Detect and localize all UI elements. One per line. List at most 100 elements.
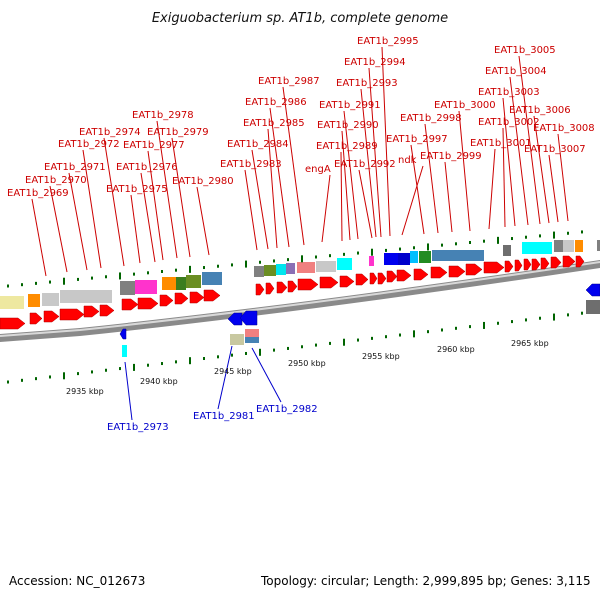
scale-tick	[469, 240, 471, 244]
scale-label: 2960 kbp	[437, 345, 475, 354]
forward-gene-label: engA	[305, 164, 331, 175]
functional-category-box	[554, 240, 563, 252]
scale-tick	[259, 348, 261, 356]
scale-tick	[441, 328, 443, 332]
scale-tick	[385, 248, 387, 252]
leader-line	[343, 110, 359, 240]
scale-tick	[119, 272, 121, 280]
scale-tick	[105, 275, 107, 279]
reverse-gene-arrow	[227, 312, 243, 326]
scale-tick	[189, 357, 191, 365]
functional-category-box	[297, 262, 315, 273]
scale-tick	[77, 372, 79, 376]
forward-gene-arrow	[540, 257, 550, 270]
leader-line	[103, 137, 125, 267]
scale-tick	[105, 368, 107, 372]
forward-gene-arrow	[59, 308, 85, 321]
forward-gene-label: EAT1b_2986	[245, 97, 307, 108]
scale-tick	[511, 320, 513, 324]
scale-tick	[161, 362, 163, 366]
leader-line	[368, 67, 382, 238]
forward-gene-arrow	[255, 283, 265, 296]
scale-tick	[259, 260, 261, 264]
scale-tick	[287, 258, 289, 262]
scale-tick	[147, 271, 149, 275]
scale-tick	[203, 266, 205, 270]
forward-gene-label: EAT1b_2999	[420, 151, 482, 162]
leader-line	[68, 172, 88, 271]
forward-gene-arrow	[43, 310, 60, 323]
forward-gene-label: EAT1b_2985	[243, 118, 305, 129]
forward-gene-arrow	[377, 272, 387, 285]
forward-gene-label: EAT1b_2997	[386, 134, 448, 145]
scale-tick	[7, 380, 9, 384]
reverse-gene-arrow	[585, 283, 600, 297]
leader-line	[130, 194, 141, 264]
reverse-functional-track	[122, 300, 600, 357]
forward-gene-label: EAT1b_2974	[79, 127, 141, 138]
scale-tick	[539, 316, 541, 320]
leader-line	[533, 115, 550, 224]
forward-gene-arrow	[121, 298, 139, 311]
leader-line	[269, 107, 290, 248]
functional-category-box	[337, 258, 352, 270]
forward-gene-label: ndk	[398, 155, 417, 166]
leader-line	[381, 46, 391, 237]
functional-category-box	[245, 329, 259, 337]
forward-gene-arrow	[189, 291, 205, 304]
scale-tick	[539, 234, 541, 238]
scale-tick	[7, 284, 9, 288]
functional-category-box	[586, 300, 600, 314]
forward-gene-label: EAT1b_3005	[494, 45, 556, 56]
forward-gene-label: EAT1b_2990	[317, 120, 379, 131]
forward-gene-arrow	[396, 269, 412, 282]
tick-dots	[7, 230, 583, 384]
leader-line	[401, 165, 424, 236]
forward-gene-arrow	[562, 255, 576, 268]
scale-tick	[581, 311, 583, 315]
leader-line	[49, 185, 68, 273]
forward-gene-label: EAT1b_3008	[533, 123, 595, 134]
leader-line	[124, 361, 133, 421]
forward-gene-arrow	[203, 289, 221, 302]
forward-gene-label: EAT1b_3006	[509, 105, 571, 116]
reverse-gene-label: EAT1b_2973	[107, 422, 169, 433]
functional-category-box	[176, 277, 186, 290]
scale-tick	[245, 351, 247, 355]
scale-tick	[483, 321, 485, 329]
forward-gene-label: EAT1b_2994	[344, 57, 406, 68]
scale-tick	[357, 251, 359, 255]
topology-text: Topology: circular; Length: 2,999,895 bp…	[261, 574, 591, 588]
forward-gene-arrow	[0, 317, 26, 330]
forward-gene-label: EAT1b_2984	[227, 139, 289, 150]
functional-category-box	[245, 337, 259, 343]
scale-tick	[49, 280, 51, 284]
functional-category-box	[28, 294, 40, 307]
scale-tick	[287, 346, 289, 350]
leader-line	[502, 97, 516, 227]
gene-labels: EAT1b_2969 EAT1b_2970 EAT1b_2971 EAT1b_2972…	[7, 36, 595, 433]
leader-line	[444, 161, 453, 233]
scale-tick	[35, 377, 37, 381]
reverse-gene-arrow	[119, 328, 127, 340]
functional-category-box	[120, 281, 135, 295]
scale-tick	[273, 348, 275, 352]
forward-gene-label: EAT1b_3003	[478, 87, 540, 98]
functional-category-box	[286, 263, 295, 274]
scale-tick	[525, 235, 527, 239]
scale-label: 2965 kbp	[511, 339, 549, 348]
scale-tick	[497, 236, 499, 244]
leader-line	[31, 198, 47, 277]
scale-tick	[371, 336, 373, 340]
scale-tick	[147, 363, 149, 367]
scale-tick	[133, 272, 135, 276]
scale-tick	[63, 372, 65, 380]
leader-line	[244, 169, 258, 251]
leader-line	[140, 172, 156, 263]
functional-category-box	[563, 240, 574, 252]
scale-tick	[329, 254, 331, 258]
forward-gene-label: EAT1b_3004	[485, 66, 547, 77]
leader-line	[548, 154, 559, 223]
scale-tick	[301, 345, 303, 349]
